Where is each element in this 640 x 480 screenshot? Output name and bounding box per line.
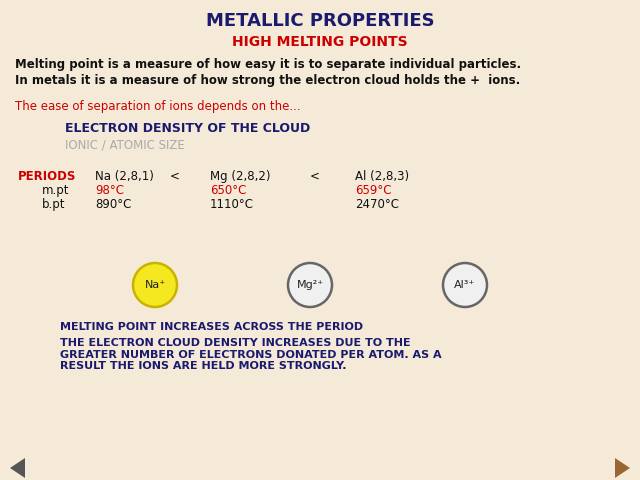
Text: 1110°C: 1110°C <box>210 198 254 211</box>
Text: Na⁺: Na⁺ <box>145 280 166 290</box>
Circle shape <box>288 263 332 307</box>
Text: IONIC / ATOMIC SIZE: IONIC / ATOMIC SIZE <box>65 138 185 151</box>
Text: PERIODS: PERIODS <box>18 170 76 183</box>
Text: Al (2,8,3): Al (2,8,3) <box>355 170 409 183</box>
Text: 650°C: 650°C <box>210 184 246 197</box>
Text: <: < <box>170 170 180 183</box>
Text: b.pt: b.pt <box>42 198 65 211</box>
Polygon shape <box>10 458 25 478</box>
Text: HIGH MELTING POINTS: HIGH MELTING POINTS <box>232 35 408 49</box>
Text: 890°C: 890°C <box>95 198 131 211</box>
Text: <: < <box>310 170 320 183</box>
Text: ELECTRON DENSITY OF THE CLOUD: ELECTRON DENSITY OF THE CLOUD <box>65 122 310 135</box>
Text: Na (2,8,1): Na (2,8,1) <box>95 170 154 183</box>
Text: Al³⁺: Al³⁺ <box>454 280 476 290</box>
Polygon shape <box>615 458 630 478</box>
Circle shape <box>133 263 177 307</box>
Text: The ease of separation of ions depends on the...: The ease of separation of ions depends o… <box>15 100 301 113</box>
Text: In metals it is a measure of how strong the electron cloud holds the +  ions.: In metals it is a measure of how strong … <box>15 74 520 87</box>
Text: Mg (2,8,2): Mg (2,8,2) <box>210 170 271 183</box>
Text: MELTING POINT INCREASES ACROSS THE PERIOD: MELTING POINT INCREASES ACROSS THE PERIO… <box>60 322 363 332</box>
Text: m.pt: m.pt <box>42 184 70 197</box>
Text: 98°C: 98°C <box>95 184 124 197</box>
Text: Mg²⁺: Mg²⁺ <box>296 280 324 290</box>
Circle shape <box>443 263 487 307</box>
Text: 2470°C: 2470°C <box>355 198 399 211</box>
Text: THE ELECTRON CLOUD DENSITY INCREASES DUE TO THE
GREATER NUMBER OF ELECTRONS DONA: THE ELECTRON CLOUD DENSITY INCREASES DUE… <box>60 338 442 371</box>
Text: METALLIC PROPERTIES: METALLIC PROPERTIES <box>205 12 435 30</box>
Text: Melting point is a measure of how easy it is to separate individual particles.: Melting point is a measure of how easy i… <box>15 58 521 71</box>
Text: 659°C: 659°C <box>355 184 392 197</box>
